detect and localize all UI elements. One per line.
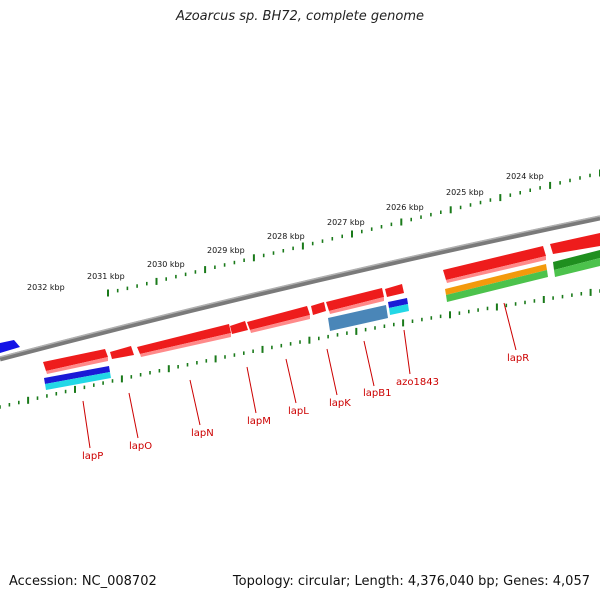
gene-label: lapO	[129, 441, 152, 452]
scale-label: 2029 kbp	[207, 246, 245, 255]
gene-lapB1-arrow	[326, 288, 384, 311]
stripe-lapR-green	[446, 270, 548, 302]
gene-label: lapK	[329, 398, 351, 409]
genome-stats-text: Topology: circular; Length: 4,376,040 bp…	[232, 574, 590, 589]
gene-label-leader-line	[246, 366, 257, 414]
gene-label-leader-line	[128, 392, 139, 439]
gene-label-leader-line	[503, 302, 517, 351]
gene-lapB1-shadow	[329, 297, 384, 314]
stripe-lapP-blue	[44, 366, 110, 384]
gene-label-leader-line	[189, 379, 201, 426]
stripe-azo1843-cyan	[389, 304, 409, 315]
gene-azo1843-arrow	[385, 284, 404, 297]
gene-lapP-arrow	[43, 349, 108, 371]
gene-labels: lapP lapO lapN lapM lapL lapK lapB1 azo1843 lapR	[82, 302, 529, 462]
gene-label-leader-line	[403, 329, 411, 375]
gene-lapK-arrow	[311, 302, 326, 315]
scale-label: 2028 kbp	[267, 232, 305, 241]
gene-label: azo1843	[396, 377, 439, 388]
stripe-next-darkgreen	[553, 250, 600, 270]
gene-lapP-shadow	[46, 357, 108, 374]
accession-text: Accession: NC_008702	[9, 574, 157, 589]
gene-label: lapL	[288, 406, 309, 417]
scale-label: 2026 kbp	[386, 203, 424, 212]
genome-backbone	[0, 215, 600, 362]
gene-lapL-arrow	[247, 306, 310, 330]
gene-lapR-arrow	[443, 246, 546, 280]
gene-lapN-shadow	[140, 333, 231, 357]
scale-label: 2024 kbp	[506, 172, 544, 181]
stripe-lapR-orange	[445, 264, 547, 295]
scale-label: 2031 kbp	[87, 272, 125, 281]
stripe-lapB1-steel	[328, 305, 388, 331]
gene-label-leader-line	[363, 340, 375, 387]
stripe-next-green	[554, 258, 600, 277]
cog-stripes	[44, 250, 600, 390]
gene-label: lapB1	[363, 388, 391, 399]
gene-label-leader-line	[285, 358, 297, 404]
map-title: Azoarcus sp. BH72, complete genome	[175, 9, 425, 24]
gene-label-leader-line	[82, 400, 91, 449]
gene-lapM-arrow	[230, 321, 248, 334]
genome-backbone-highlight	[0, 215, 600, 358]
scale-label: 2027 kbp	[327, 218, 365, 227]
scale-label: 2030 kbp	[147, 260, 185, 269]
gene-label: lapR	[507, 353, 529, 364]
scale-labels: 2032 kbp 2031 kbp 2030 kbp 2029 kbp 2028 kbp…	[27, 172, 544, 292]
gene-lapL-shadow	[250, 315, 310, 333]
outer-tick-row	[107, 169, 600, 297]
stripe-azo1843-blue	[388, 298, 408, 308]
gene-label: lapP	[82, 451, 103, 462]
gene-label: lapM	[247, 416, 271, 427]
gene-lapN-arrow	[137, 324, 231, 354]
reverse-strand-genes	[0, 233, 600, 374]
gene-label-leader-line	[326, 348, 338, 396]
gene-label: lapN	[191, 428, 214, 439]
gene-lapO-arrow	[110, 346, 134, 359]
inner-tick-row	[0, 288, 600, 409]
scale-label: 2025 kbp	[446, 188, 484, 197]
scale-label: 2032 kbp	[27, 283, 65, 292]
gene-next-arrow	[550, 233, 600, 254]
gene-lapR-shadow	[446, 256, 546, 283]
stripe-lapP-cyan	[45, 372, 111, 390]
gene-left-edge-arrow	[0, 340, 20, 353]
